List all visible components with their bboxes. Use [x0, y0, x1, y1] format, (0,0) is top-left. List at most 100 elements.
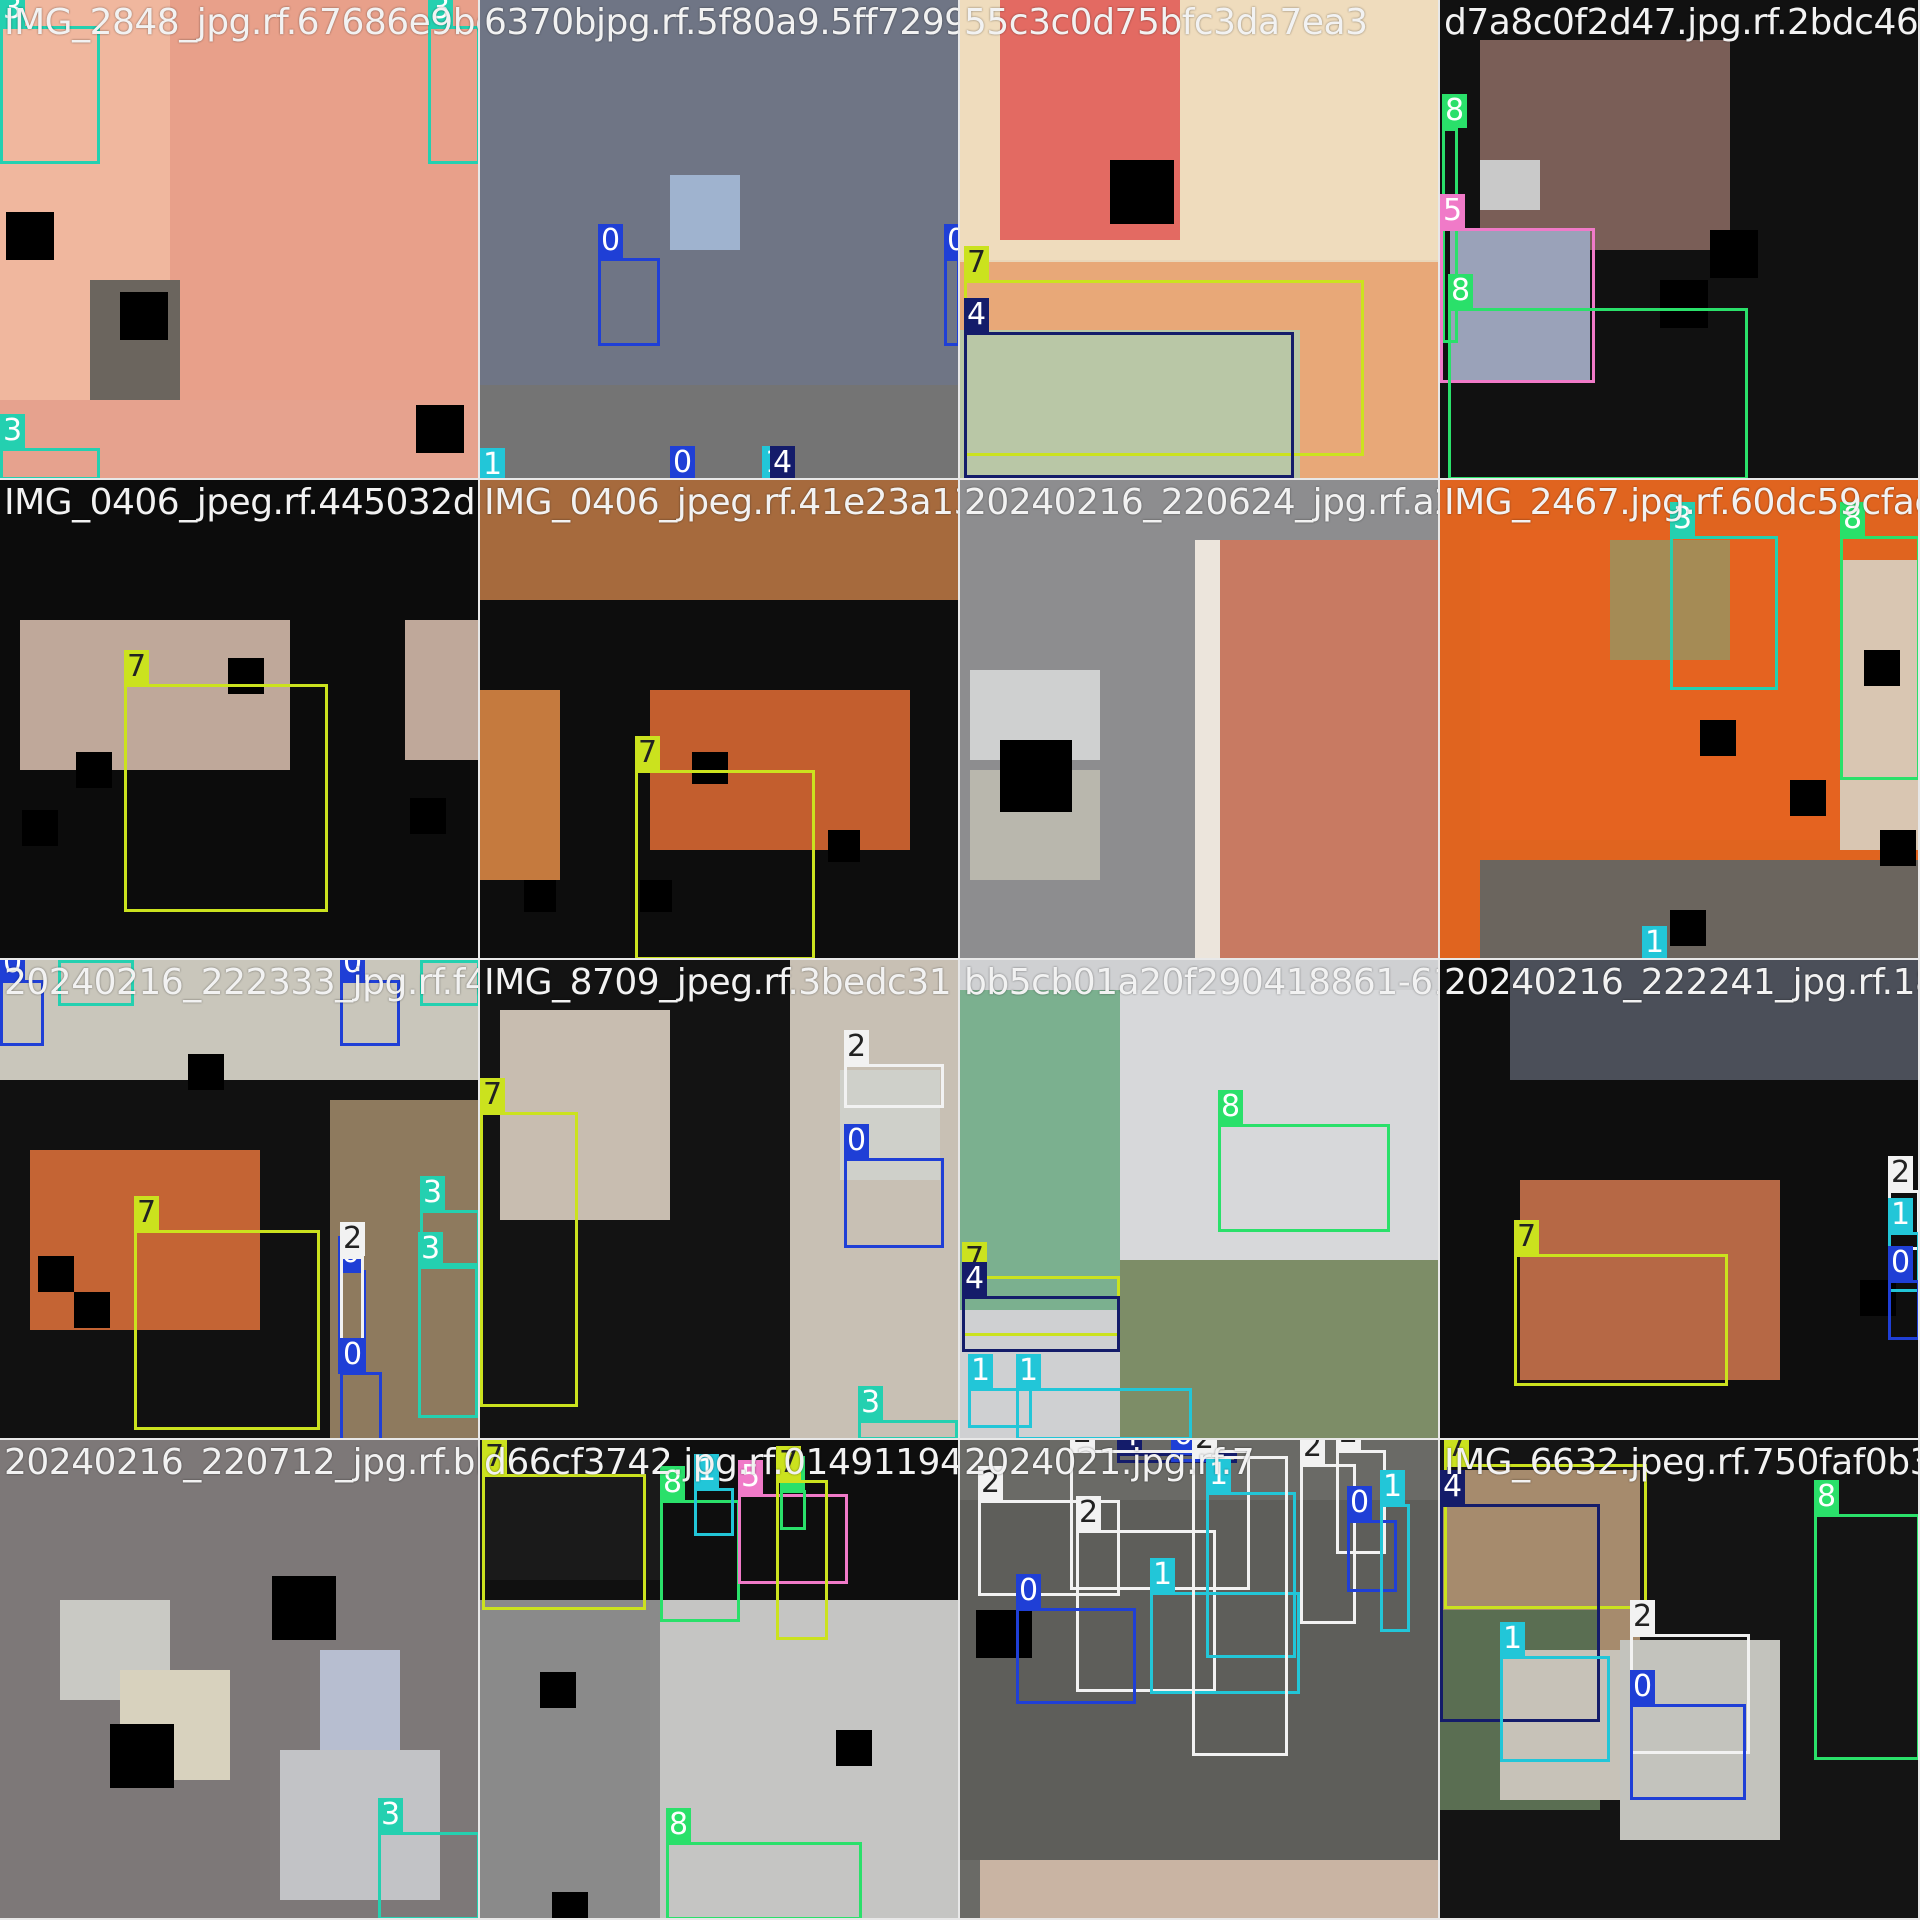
class-label: 3: [0, 0, 26, 26]
cutout-mask: [1790, 780, 1826, 816]
bounding-box: 7: [480, 1078, 578, 1407]
bounding-box: 1: [1150, 1558, 1300, 1694]
photo-region: [790, 960, 958, 1438]
class-label: 0: [670, 446, 696, 478]
photo-region: [1510, 960, 1918, 1080]
bounding-box: 0: [1016, 1574, 1136, 1704]
photo-region: [20, 620, 290, 770]
tile-filename: IMG_8709_jpeg.rf.3bedc31: [484, 962, 952, 1003]
cutout-mask: [76, 752, 112, 788]
cutout-mask: [828, 830, 860, 862]
bounding-box: 3: [378, 1798, 478, 1918]
photo-region: [670, 175, 740, 250]
cutout-mask: [110, 1724, 174, 1788]
cutout-mask: [1864, 650, 1900, 686]
class-label: 0: [1171, 1440, 1197, 1452]
class-label: 3: [1670, 502, 1696, 536]
class-label: 8: [666, 1808, 692, 1842]
bounding-box: 1: [1016, 1354, 1192, 1438]
photo-region: [480, 385, 958, 478]
cutout-mask: [1110, 160, 1174, 224]
cutout-mask: [120, 292, 168, 340]
mosaic-tile: 7 4 8 2 1 0 IMG_6632.jpeg.rf.750faf0b3: [1438, 1438, 1920, 1920]
cutout-mask: [836, 1730, 872, 1766]
bounding-box: 5: [738, 1460, 848, 1584]
class-label: 0: [944, 224, 958, 258]
class-label: 0: [1630, 1670, 1656, 1704]
class-label: 2: [1888, 1156, 1914, 1190]
class-label: 1: [1888, 1198, 1914, 1232]
bounding-box: 1: [1500, 1622, 1610, 1762]
mosaic-tile: 030373023020240216_222333_jpg.rf.f49: [0, 958, 480, 1440]
cutout-mask: [272, 1576, 336, 1640]
tile-filename: IMG_2467.jpg.rf.60dc59cfac4: [1444, 482, 1918, 523]
tile-filename: 55c3c0d75bfc3da7ea3: [964, 2, 1368, 43]
tile-filename: 20240216_220624_jpg.rf.a2: [964, 482, 1438, 523]
mosaic-tile: 7815878d66cf3742.jpg.rf.01491194: [478, 1438, 960, 1920]
class-label: 1: [1642, 926, 1668, 958]
bounding-box: 8: [1218, 1090, 1390, 1232]
photo-region: [1520, 1180, 1780, 1380]
bounding-box: 1: [968, 1354, 1032, 1428]
tile-filename: d7a8c0f2d47.jpg.rf.2bdc4699: [1444, 2, 1918, 43]
photo-region: [1120, 990, 1438, 1300]
class-label: 8: [1442, 94, 1468, 128]
mosaic-tile: 20240216_220624_jpg.rf.a2: [958, 478, 1440, 960]
photo-region: [280, 1750, 440, 1900]
tile-filename: d66cf3742.jpg.rf.01491194: [484, 1442, 958, 1483]
mosaic-tile: 7 IMG_0406_jpeg.rf.41e23a1310_jpg: [478, 478, 960, 960]
photo-region: [320, 1650, 400, 1760]
class-label: 2: [1076, 1496, 1102, 1530]
tile-filename: IMG_0406_jpeg.rf.445032d1: [4, 482, 478, 523]
tile-filename: bb5cb01a20f290418861-612: [964, 962, 1438, 1003]
cutout-mask: [410, 798, 446, 834]
bounding-box: 2: [978, 1466, 1120, 1596]
bounding-box: 0: [1630, 1670, 1746, 1800]
photo-region: [1450, 230, 1590, 380]
class-label: 0: [844, 1124, 870, 1158]
cutout-mask: [1700, 720, 1736, 756]
photo-region: [1480, 160, 1540, 210]
cutout-mask: [228, 658, 264, 694]
bounding-box: 3: [418, 1232, 478, 1418]
photo-region: [1120, 1260, 1438, 1438]
class-label: 4: [962, 1262, 988, 1296]
photo-region: [480, 690, 560, 880]
tile-filename: 20240216_222241_jpg.rf.18: [1444, 962, 1918, 1003]
class-label: 3: [428, 0, 454, 26]
photo-region: [480, 1600, 660, 1918]
bounding-box: 0: [598, 224, 660, 346]
class-label: 0: [0, 960, 26, 980]
class-label: 7: [635, 736, 661, 770]
photo-region: [1220, 540, 1438, 958]
class-label: 2: [1070, 1440, 1096, 1450]
bounding-box: 4: [964, 298, 1294, 478]
class-label: 3: [420, 1176, 446, 1210]
class-label: 1: [1500, 1622, 1526, 1656]
bounding-box: 8: [666, 1808, 862, 1918]
bounding-box: 7: [635, 736, 815, 958]
bounding-box: 0: [1347, 1486, 1397, 1592]
bounding-box: 4: [962, 1262, 1120, 1352]
class-label: 2: [1336, 1440, 1362, 1450]
class-label: 1: [480, 448, 506, 478]
cutout-mask: [1670, 910, 1706, 946]
cutout-mask: [188, 1054, 224, 1090]
tile-filename: IMG_2848_jpg.rf.67686e9bc: [4, 2, 478, 43]
class-label: 3: [0, 414, 26, 448]
cutout-mask: [524, 880, 556, 912]
bounding-box: 7: [124, 650, 328, 912]
class-label: 0: [1888, 1246, 1914, 1280]
bounding-box: 0: [1171, 1440, 1211, 1462]
class-label: 0: [340, 960, 366, 980]
bounding-box: 7: [1514, 1220, 1728, 1386]
bounding-box: 2: [1300, 1440, 1356, 1624]
mosaic-tile: 8 5 8 d7a8c0f2d47.jpg.rf.2bdc4699: [1438, 0, 1920, 480]
photo-region: [1840, 560, 1918, 850]
photo-region: [170, 0, 478, 400]
bounding-box: 4: [1440, 1470, 1600, 1722]
class-label: 8: [1814, 1480, 1840, 1514]
class-label: 0: [340, 1338, 366, 1372]
mosaic-tile: 40222122001122024021.jpg.rf.7: [958, 1438, 1440, 1920]
